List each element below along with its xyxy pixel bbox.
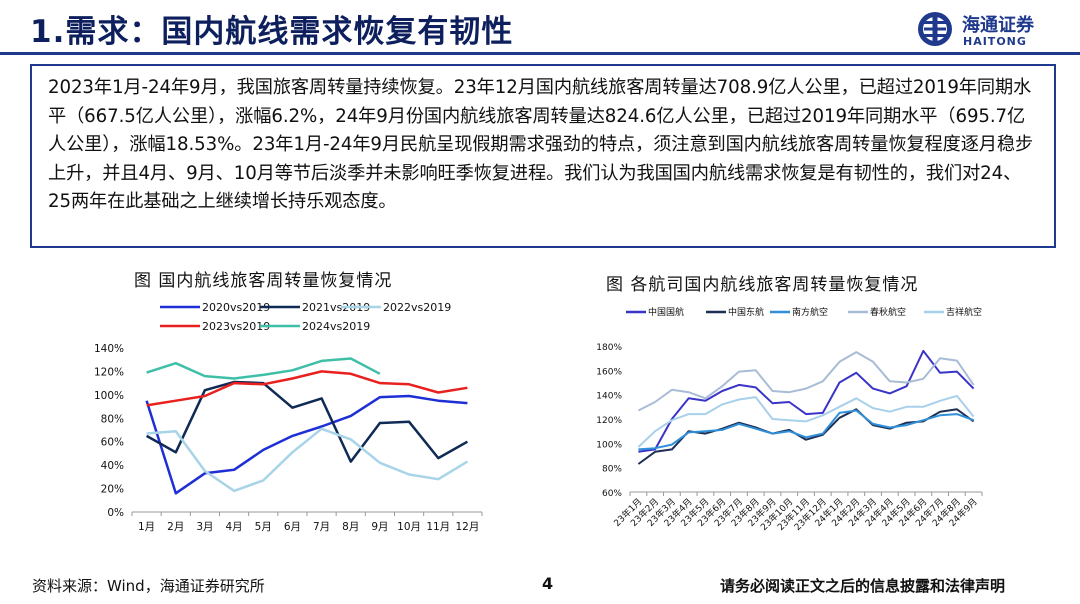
airline-recovery-chart: 中国国航 中国东航 南方航空 春秋航空 吉祥航空 60% 80% 100% 120% 140% 16… bbox=[596, 306, 983, 533]
chart1-ytick-4: 80% bbox=[101, 413, 124, 425]
chart2-ytick-2: 100% bbox=[596, 440, 622, 450]
chart1-legend-label-3: 2023vs2019 bbox=[202, 320, 270, 333]
chart1-ytick-6: 120% bbox=[94, 366, 124, 378]
chart2-legend-label-3: 春秋航空 bbox=[870, 306, 906, 318]
chart2-title: 图 各航司国内航线旅客周转量恢复情况 bbox=[606, 275, 919, 295]
chart1-series-0 bbox=[145, 394, 468, 495]
chart1-xtick-6: 7月 bbox=[313, 521, 330, 533]
logo-cn-text: 海通证券 bbox=[962, 15, 1034, 36]
chart1-series-2 bbox=[146, 427, 469, 493]
chart1-ytick-7: 140% bbox=[94, 343, 124, 355]
chart2-ytick-3: 120% bbox=[596, 416, 622, 426]
title-divider bbox=[0, 52, 1080, 55]
page-number: 4 bbox=[542, 574, 554, 593]
chart1-xtick-2: 3月 bbox=[196, 521, 213, 533]
chart1-ytick-0: 0% bbox=[107, 507, 124, 519]
disclaimer: 请务必阅读正文之后的信息披露和法律声明 bbox=[720, 577, 1006, 595]
chart1-ytick-3: 60% bbox=[101, 437, 124, 449]
page-title: 1.需求：国内航线需求恢复有韧性 bbox=[30, 14, 514, 50]
haitong-logo-icon bbox=[918, 12, 952, 46]
chart2-series-4 bbox=[637, 394, 975, 448]
chart1-series-3 bbox=[146, 370, 468, 407]
chart1-xtick-0: 1月 bbox=[138, 521, 155, 533]
chart1-ytick-5: 100% bbox=[94, 390, 124, 402]
chart1-legend-label-4: 2024vs2019 bbox=[302, 320, 370, 333]
chart1-xtick-5: 6月 bbox=[284, 521, 301, 533]
chart2-ytick-0: 60% bbox=[602, 489, 622, 499]
summary-box: 2023年1月-24年9月，我国旅客周转量持续恢复。23年12月国内航线旅客周转… bbox=[30, 64, 1056, 248]
chart2-legend-label-4: 吉祥航空 bbox=[946, 306, 982, 318]
chart2-ytick-6: 180% bbox=[596, 343, 622, 353]
domestic-recovery-chart: 2020vs2019 2021vs2019 2022vs2019 2023vs2019… bbox=[94, 301, 483, 533]
chart1-xtick-11: 12月 bbox=[455, 521, 479, 533]
chart1-xtick-7: 8月 bbox=[342, 521, 359, 533]
chart1-series-4 bbox=[146, 357, 381, 380]
chart2-series-3 bbox=[637, 351, 975, 412]
chart1-title: 图 国内航线旅客周转量恢复情况 bbox=[134, 271, 393, 291]
chart1-xtick-3: 4月 bbox=[225, 521, 242, 533]
chart1-xtick-1: 2月 bbox=[167, 521, 184, 533]
chart2-ytick-4: 140% bbox=[596, 392, 622, 402]
chart1-legend-label-0: 2020vs2019 bbox=[202, 301, 270, 314]
chart1-ytick-1: 20% bbox=[101, 484, 124, 496]
chart2-ytick-5: 160% bbox=[596, 367, 622, 377]
chart1-xtick-10: 11月 bbox=[426, 521, 450, 533]
chart1-xtick-9: 10月 bbox=[397, 521, 421, 533]
chart1-ytick-2: 40% bbox=[101, 460, 124, 472]
logo-en-text: HAITONG bbox=[963, 35, 1027, 48]
chart1-series-1 bbox=[145, 380, 469, 463]
chart2-legend-label-0: 中国国航 bbox=[648, 306, 684, 318]
chart1-xtick-4: 5月 bbox=[255, 521, 272, 533]
chart2-legend-label-2: 南方航空 bbox=[792, 306, 828, 318]
chart2-series-0 bbox=[638, 349, 975, 453]
chart2-ytick-1: 80% bbox=[602, 465, 622, 475]
chart2-series-2 bbox=[638, 409, 974, 451]
haitong-logo: 海通证券 HAITONG bbox=[916, 10, 1056, 52]
source-note: 资料来源：Wind，海通证券研究所 bbox=[32, 577, 265, 595]
chart2-legend-label-1: 中国东航 bbox=[728, 306, 764, 318]
chart1-xtick-8: 9月 bbox=[371, 521, 388, 533]
chart1-legend-label-1: 2021vs2019 bbox=[302, 301, 370, 314]
chart1-legend-label-2: 2022vs2019 bbox=[383, 301, 451, 314]
